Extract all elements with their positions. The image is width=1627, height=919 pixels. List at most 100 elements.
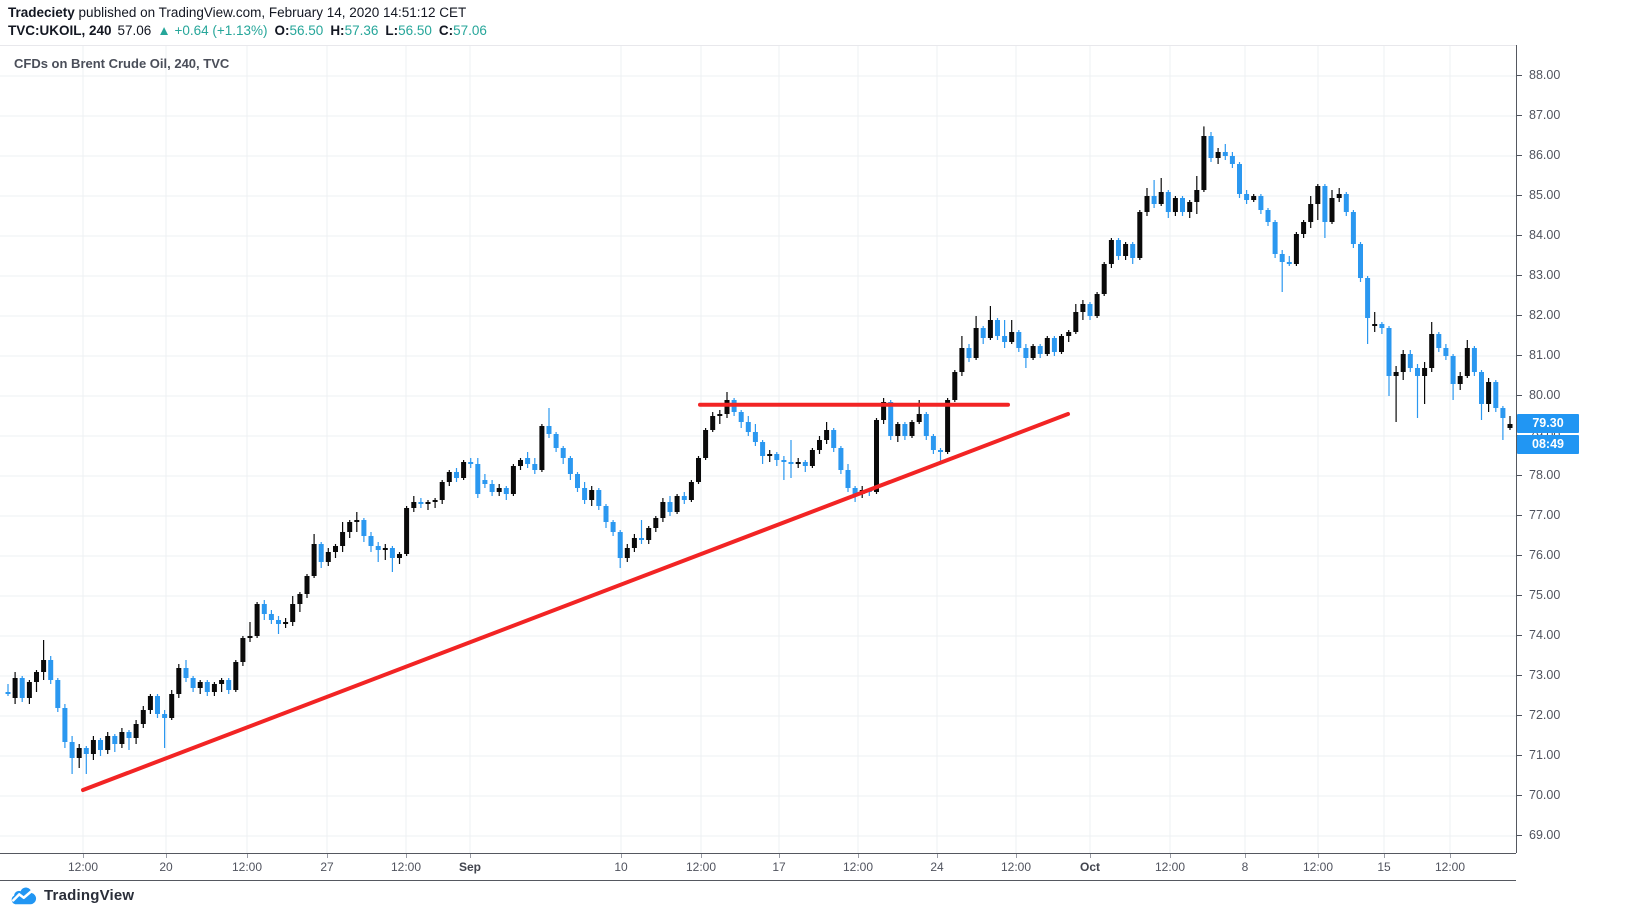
candle-down[interactable] — [995, 320, 1000, 336]
candle-up[interactable] — [105, 736, 111, 750]
candle-down[interactable] — [1258, 196, 1264, 210]
candle-down[interactable] — [1358, 244, 1363, 278]
candle-up[interactable] — [973, 328, 979, 358]
candle-up[interactable] — [446, 472, 452, 482]
candle-down[interactable] — [966, 348, 972, 358]
time-axis[interactable]: 12:00 20 12:00 27 12:00 Sep 10 12:00 17 12:00 24 12… — [0, 853, 1516, 881]
candle-up[interactable] — [290, 604, 296, 622]
candle-up[interactable] — [1293, 234, 1299, 264]
candle-down[interactable] — [1500, 408, 1506, 418]
candle-up[interactable] — [1251, 196, 1257, 200]
candle-up[interactable] — [1158, 192, 1164, 204]
candle-down[interactable] — [1415, 368, 1420, 376]
candle-down[interactable] — [1208, 136, 1214, 158]
candle-down[interactable] — [226, 680, 232, 690]
candle-up[interactable] — [304, 576, 310, 594]
candle-up[interactable] — [76, 748, 82, 758]
candle-down[interactable] — [532, 464, 538, 470]
candle-up[interactable] — [1372, 324, 1378, 326]
candle-down[interactable] — [582, 488, 588, 500]
candle-down[interactable] — [375, 546, 381, 550]
candle-down[interactable] — [1037, 346, 1043, 354]
candle-up[interactable] — [1215, 152, 1221, 158]
candle-down[interactable] — [261, 604, 267, 614]
candle-down[interactable] — [1051, 338, 1057, 352]
candle-up[interactable] — [297, 594, 303, 604]
candle-down[interactable] — [1471, 348, 1477, 372]
candle-up[interactable] — [1080, 304, 1086, 312]
candle-down[interactable] — [617, 532, 623, 558]
candle-up[interactable] — [90, 740, 96, 754]
candle-up[interactable] — [169, 694, 175, 718]
candle-up[interactable] — [147, 696, 153, 710]
candle-up[interactable] — [909, 422, 915, 436]
candle-down[interactable] — [318, 544, 324, 562]
candle-up[interactable] — [916, 414, 922, 422]
candle-up[interactable] — [12, 678, 18, 698]
candle-up[interactable] — [824, 430, 830, 440]
candle-down[interactable] — [126, 732, 132, 738]
candle-down[interactable] — [596, 490, 602, 506]
candle-up[interactable] — [233, 662, 239, 690]
candle-up[interactable] — [311, 544, 317, 576]
candle-up[interactable] — [1329, 198, 1335, 222]
candle-up[interactable] — [589, 490, 595, 500]
candle-down[interactable] — [1016, 332, 1022, 348]
candle-up[interactable] — [674, 496, 680, 512]
candle-up[interactable] — [347, 522, 353, 532]
candle-up[interactable] — [660, 502, 666, 518]
candle-down[interactable] — [162, 714, 168, 718]
candle-down[interactable] — [575, 474, 580, 488]
candlestick-plot[interactable] — [0, 46, 1516, 854]
candle-up[interactable] — [809, 450, 815, 466]
candle-up[interactable] — [133, 724, 139, 738]
candle-down[interactable] — [1023, 348, 1029, 358]
candle-up[interactable] — [1507, 424, 1513, 428]
candle-up[interactable] — [703, 430, 709, 458]
candle-down[interactable] — [1443, 348, 1449, 356]
candle-up[interactable] — [959, 348, 965, 372]
candle-up[interactable] — [1137, 212, 1143, 258]
candle-down[interactable] — [482, 480, 488, 484]
candle-down[interactable] — [1343, 194, 1349, 212]
candle-up[interactable] — [1030, 346, 1036, 358]
candle-down[interactable] — [48, 660, 54, 680]
candle-up[interactable] — [945, 400, 951, 452]
candle-up[interactable] — [1044, 338, 1050, 354]
candle-down[interactable] — [1379, 324, 1385, 328]
candle-up[interactable] — [425, 502, 431, 504]
candle-up[interactable] — [1009, 332, 1015, 342]
symbol-name[interactable]: TVC:UKOIL, 240 — [8, 23, 112, 38]
candle-up[interactable] — [646, 528, 652, 540]
candle-down[interactable] — [389, 548, 395, 558]
candle-down[interactable] — [468, 462, 474, 464]
candle-down[interactable] — [183, 668, 189, 678]
candle-down[interactable] — [55, 680, 61, 708]
candle-up[interactable] — [325, 552, 331, 562]
candle-up[interactable] — [411, 502, 417, 508]
candle-down[interactable] — [1180, 198, 1185, 212]
candle-down[interactable] — [553, 434, 559, 448]
candle-down[interactable] — [1116, 240, 1121, 256]
candle-up[interactable] — [432, 500, 438, 502]
candle-up[interactable] — [1301, 222, 1307, 234]
candle-down[interactable] — [1229, 156, 1235, 164]
candle-down[interactable] — [1450, 356, 1456, 384]
candle-down[interactable] — [1222, 152, 1228, 156]
candle-down[interactable] — [930, 436, 936, 450]
candle-down[interactable] — [204, 682, 210, 692]
candle-down[interactable] — [276, 620, 281, 624]
chart-pane[interactable]: CFDs on Brent Crude Oil, 240, TVC — [0, 45, 1516, 854]
candle-down[interactable] — [418, 502, 424, 504]
candle-up[interactable] — [1059, 336, 1064, 352]
candle-up[interactable] — [461, 462, 467, 478]
candle-up[interactable] — [767, 454, 773, 456]
candle-down[interactable] — [1407, 354, 1413, 368]
candle-up[interactable] — [1144, 196, 1150, 212]
candle-down[interactable] — [69, 742, 75, 758]
candle-up[interactable] — [176, 668, 182, 694]
candle-up[interactable] — [1201, 136, 1207, 190]
candle-up[interactable] — [1429, 334, 1435, 368]
candle-down[interactable] — [1436, 334, 1442, 348]
candle-up[interactable] — [26, 682, 32, 698]
